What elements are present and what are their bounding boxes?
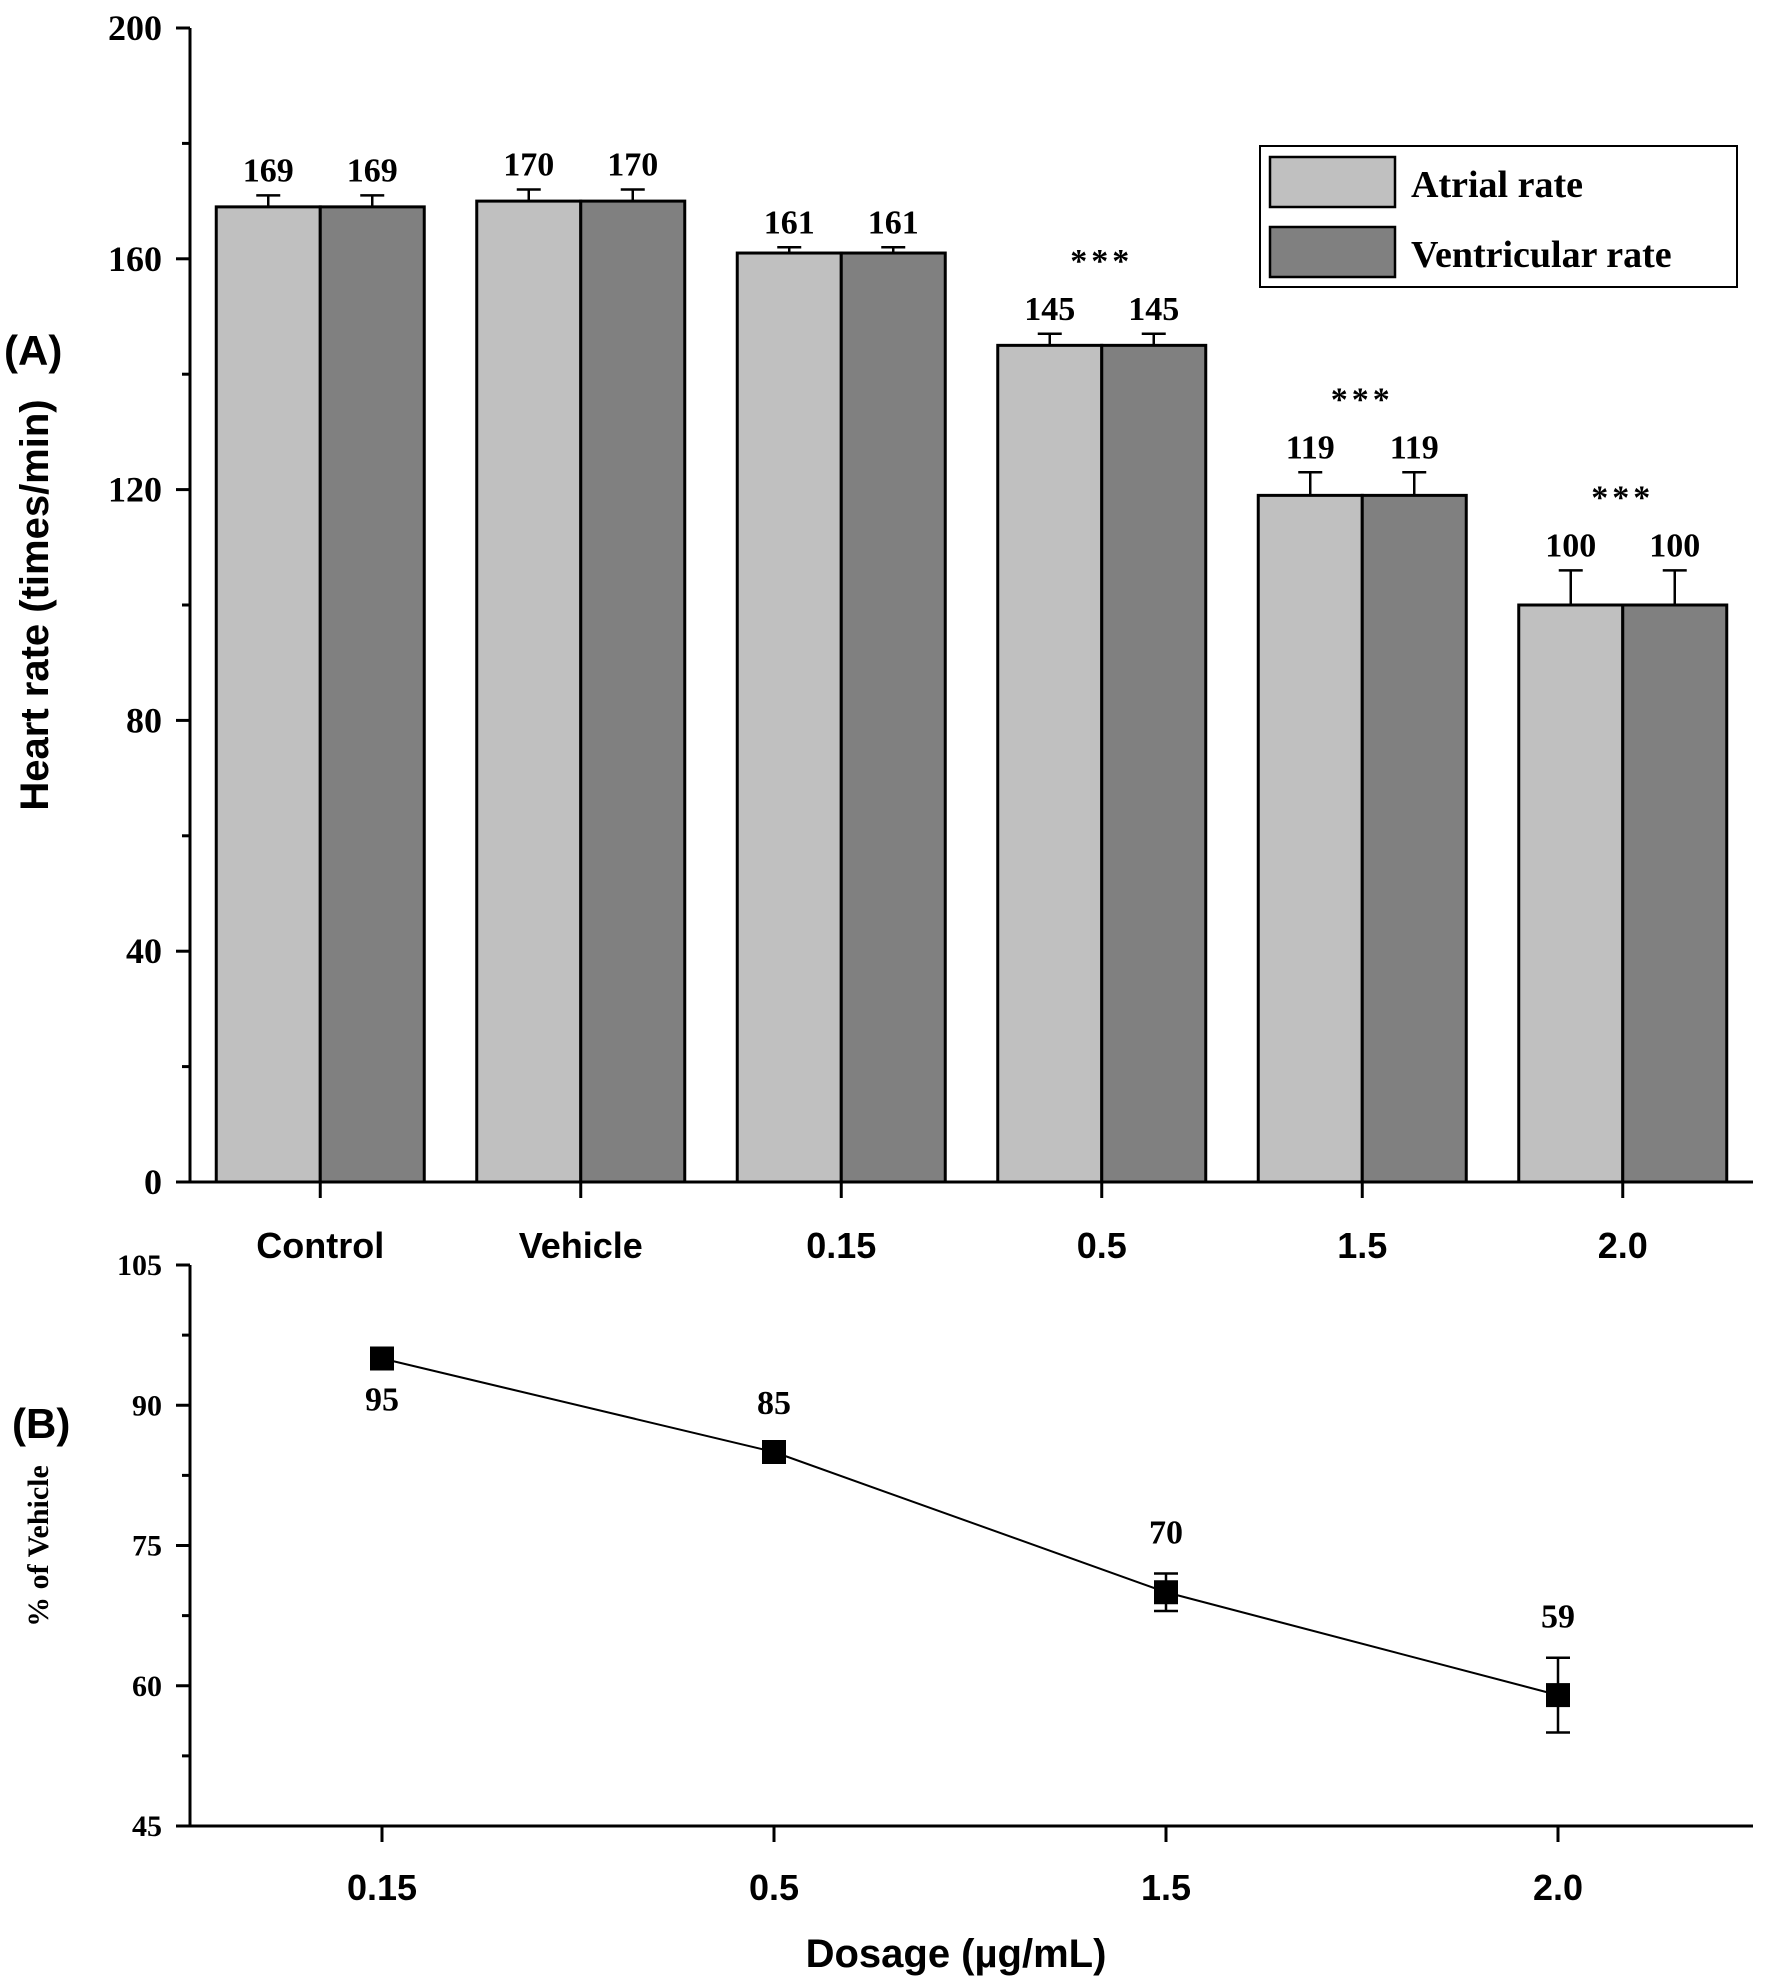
ventricular-rate-bar: [318, 205, 426, 1184]
data-point-label: 70: [1149, 1515, 1183, 1552]
data-point-label: 85: [757, 1385, 791, 1422]
y-tick-label: 0: [144, 1162, 162, 1202]
x-axis-title-b: Dosage (µg/mL): [806, 1932, 1107, 1976]
series-line: [381, 1357, 1559, 1697]
ventricular-rate-bar: [1360, 493, 1468, 1184]
data-point-label: 95: [365, 1382, 399, 1419]
bar-value-label: 169: [243, 152, 294, 189]
atrial-rate-bar: [214, 205, 322, 1184]
y-tick-label: 40: [126, 931, 162, 971]
atrial-rate-bar: [475, 199, 583, 1184]
x-category-label: Control: [256, 1225, 384, 1266]
panel-label-b: (B): [12, 1400, 70, 1447]
x-category-label: 1.5: [1141, 1867, 1191, 1908]
bar-value-label: 170: [503, 147, 554, 184]
bar-value-label: 145: [1128, 291, 1179, 328]
x-category-label: 1.5: [1337, 1225, 1387, 1266]
y-tick-label: 120: [108, 470, 162, 510]
atrial-rate-bar: [735, 251, 843, 1184]
bar-value-label: 100: [1649, 527, 1700, 564]
y-tick-label: 200: [108, 8, 162, 48]
bar-value-label: 119: [1390, 429, 1439, 466]
y-tick-label: 45: [132, 1810, 162, 1843]
significance-marker: ***: [1070, 243, 1133, 280]
x-category-label: 0.5: [1077, 1225, 1127, 1266]
data-point-marker: [1154, 1580, 1178, 1605]
y-tick-label: 90: [132, 1389, 162, 1422]
atrial-rate-bar: [996, 343, 1104, 1184]
data-point-marker: [1546, 1683, 1570, 1708]
data-point-marker: [370, 1346, 394, 1371]
bar-value-label: 169: [347, 152, 398, 189]
y-tick-label: 60: [132, 1670, 162, 1703]
ventricular-rate-bar: [1100, 343, 1208, 1184]
legend: Atrial rate Ventricular rate: [1259, 145, 1738, 288]
significance-marker: ***: [1591, 479, 1654, 516]
data-point-marker: [762, 1440, 786, 1464]
y-tick-label: 75: [132, 1530, 162, 1563]
x-category-label: 2.0: [1598, 1225, 1648, 1266]
y-axis-title-b: % of Vehicle: [22, 1465, 55, 1627]
atrial-rate-bar: [1256, 493, 1364, 1184]
panel-a: (A) Heart rate (times/min) 0 40 80 120 160 200 1…: [4, 8, 1753, 1266]
x-category-label: 0.15: [806, 1225, 876, 1266]
ventricular-rate-bar: [579, 199, 687, 1184]
x-category-label: 2.0: [1533, 1867, 1583, 1908]
x-category-label: 0.5: [749, 1867, 799, 1908]
legend-swatch-atrial: [1268, 155, 1397, 209]
ventricular-rate-bar: [839, 251, 947, 1184]
y-axis-title-a: Heart rate (times/min): [13, 399, 57, 810]
significance-marker: ***: [1331, 381, 1394, 418]
atrial-rate-bar: [1517, 603, 1625, 1184]
bar-value-label: 161: [764, 204, 815, 241]
bar-value-label: 161: [868, 204, 919, 241]
legend-label: Ventricular rate: [1411, 234, 1672, 276]
y-tick-label: 105: [117, 1249, 162, 1282]
x-category-label: 0.15: [347, 1867, 417, 1908]
y-tick-label: 160: [108, 239, 162, 279]
ventricular-rate-bar: [1621, 603, 1729, 1184]
x-category-label: Vehicle: [519, 1225, 643, 1266]
panel-label-a: (A): [4, 327, 62, 374]
bar-value-label: 119: [1286, 429, 1335, 466]
bar-value-label: 170: [607, 147, 658, 184]
legend-label: Atrial rate: [1411, 164, 1583, 206]
y-tick-label: 80: [126, 700, 162, 740]
bar-value-label: 145: [1024, 291, 1075, 328]
data-point-label: 59: [1541, 1599, 1575, 1636]
legend-swatch-ventricular: [1268, 225, 1397, 279]
panel-b: (B) % of Vehicle Dosage (µg/mL) 45 60 75 90 105…: [12, 1249, 1753, 1976]
bar-value-label: 100: [1545, 527, 1596, 564]
